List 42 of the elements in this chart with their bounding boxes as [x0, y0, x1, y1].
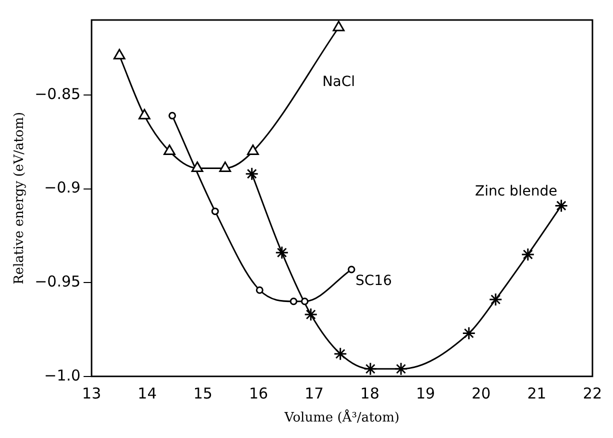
point — [348, 266, 356, 274]
point — [332, 20, 345, 32]
x-tick-label: 20 — [472, 384, 491, 402]
point — [219, 161, 232, 172]
point — [521, 248, 535, 262]
point — [275, 246, 289, 260]
point — [245, 167, 259, 181]
series-label: NaCl — [322, 74, 356, 90]
point — [488, 292, 502, 306]
point — [138, 108, 150, 120]
point — [364, 362, 378, 376]
point — [168, 112, 176, 120]
point — [304, 308, 318, 322]
x-tick-label: 15 — [193, 384, 212, 402]
point — [300, 298, 308, 306]
point — [462, 326, 476, 340]
point — [554, 198, 568, 212]
point — [164, 144, 176, 156]
x-tick-label: 13 — [82, 384, 102, 402]
point — [191, 161, 204, 172]
x-tick-label: 14 — [138, 384, 157, 402]
x-tick-label: 16 — [248, 384, 268, 402]
point — [211, 208, 219, 216]
point — [247, 144, 259, 156]
x-tick-label: 18 — [360, 384, 380, 402]
y-axis-title: Relative energy (eV/atom) — [12, 112, 28, 284]
x-axis-title: Volume (Å³/atom) — [284, 408, 400, 426]
y-tick-label: −0.85 — [34, 84, 81, 103]
point — [113, 48, 126, 60]
y-tick-label: −1.0 — [44, 366, 81, 384]
y-tick-label: −0.9 — [44, 178, 81, 197]
x-tick-label: 17 — [304, 384, 324, 402]
point — [394, 362, 408, 376]
series-label: SC16 — [355, 273, 392, 290]
x-tick-label: 21 — [527, 384, 546, 402]
x-tick-label: 22 — [582, 384, 602, 402]
point — [290, 298, 298, 306]
x-tick-label: 19 — [416, 384, 436, 402]
y-tick-label: −0.95 — [34, 272, 81, 290]
point — [256, 286, 264, 294]
series-label: Zinc blende — [475, 183, 558, 200]
point — [334, 347, 348, 361]
